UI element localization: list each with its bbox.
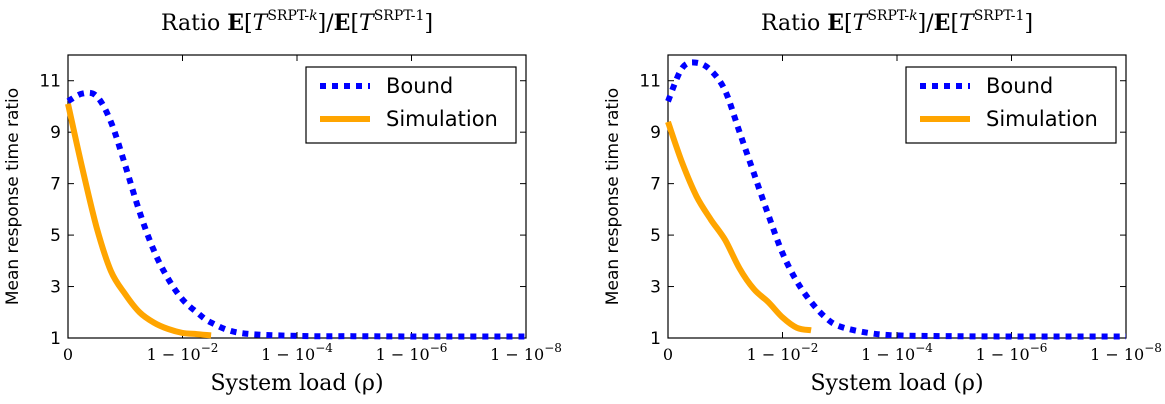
chart-title: Ratio E[TSRPT-k]/E[TSRPT-1] xyxy=(161,8,433,36)
x-tick-label: 1 − 10−6 xyxy=(976,341,1048,364)
x-tick-base: 0 xyxy=(63,345,73,364)
title-sup-num: SRPT- xyxy=(867,8,909,24)
y-axis-label: Mean response time ratio xyxy=(3,88,23,305)
title-prefix: Ratio xyxy=(161,11,227,36)
x-tick-exponent: −6 xyxy=(430,341,448,355)
y-tick-label: 1 xyxy=(50,329,61,349)
y-tick-label: 7 xyxy=(50,175,61,195)
chart-title: Ratio E[TSRPT-k]/E[TSRPT-1] xyxy=(761,8,1033,36)
y-tick-label: 11 xyxy=(639,72,661,92)
x-axis-label: System load (ρ) xyxy=(210,371,383,396)
title-bracket: [ xyxy=(844,11,853,36)
title-sup-num: SRPT- xyxy=(267,8,309,24)
title-bracket: ] xyxy=(318,11,327,36)
x-tick-label: 1 − 10−8 xyxy=(490,341,562,364)
series-line-simulation xyxy=(68,104,211,336)
x-tick-exponent: −4 xyxy=(315,341,333,355)
y-tick-label: 1 xyxy=(650,329,661,349)
y-tick-label: 5 xyxy=(650,226,661,246)
x-tick-label: 1 − 10−2 xyxy=(747,341,819,364)
title-prefix: Ratio xyxy=(761,11,827,36)
title-bracket: ] xyxy=(1024,11,1033,36)
x-tick-exponent: −4 xyxy=(915,341,933,355)
x-tick-label: 1 − 10−4 xyxy=(261,341,333,364)
title-bracket: [ xyxy=(350,11,359,36)
title-expectation: E xyxy=(334,10,351,36)
x-tick-base: 1 − 10 xyxy=(861,345,915,364)
x-tick-exponent: −2 xyxy=(201,341,219,355)
x-tick-base: 1 − 10 xyxy=(976,345,1030,364)
legend-label-simulation: Simulation xyxy=(386,107,498,131)
x-tick-label: 1 − 10−6 xyxy=(376,341,448,364)
title-bracket: [ xyxy=(244,11,253,36)
legend-label-bound: Bound xyxy=(386,74,453,98)
x-tick-base: 1 − 10 xyxy=(747,345,801,364)
y-tick-label: 9 xyxy=(50,123,61,143)
x-tick-exponent: −8 xyxy=(1144,341,1162,355)
y-tick-label: 9 xyxy=(650,123,661,143)
title-expectation: E xyxy=(827,10,844,36)
title-bracket: ] xyxy=(918,11,927,36)
title-sup-den: SRPT-1 xyxy=(374,8,425,24)
y-tick-label: 11 xyxy=(39,72,61,92)
x-tick-base: 1 − 10 xyxy=(147,345,201,364)
y-axis-label: Mean response time ratio xyxy=(603,88,623,305)
x-tick-label: 0 xyxy=(63,345,73,364)
y-tick-label: 3 xyxy=(50,278,61,298)
x-tick-label: 1 − 10−4 xyxy=(861,341,933,364)
y-tick-label: 3 xyxy=(650,278,661,298)
legend-label-simulation: Simulation xyxy=(986,107,1098,131)
x-tick-base: 1 − 10 xyxy=(490,345,544,364)
x-tick-label: 1 − 10−8 xyxy=(1090,341,1162,364)
title-sup-k: k xyxy=(909,8,917,24)
x-tick-exponent: −8 xyxy=(544,341,562,355)
title-bracket: [ xyxy=(950,11,959,36)
x-tick-label: 1 − 10−2 xyxy=(147,341,219,364)
x-tick-base: 1 − 10 xyxy=(376,345,430,364)
legend: Bound Simulation xyxy=(906,67,1116,143)
series-line-simulation xyxy=(668,122,811,330)
title-sup-k: k xyxy=(309,8,317,24)
x-tick-exponent: −2 xyxy=(801,341,819,355)
y-tick-label: 5 xyxy=(50,226,61,246)
x-tick-base: 1 − 10 xyxy=(261,345,315,364)
x-axis-label: System load (ρ) xyxy=(810,371,983,396)
title-sup-den: SRPT-1 xyxy=(974,8,1025,24)
y-tick-label: 7 xyxy=(650,175,661,195)
x-tick-label: 0 xyxy=(663,345,673,364)
title-expectation: E xyxy=(227,10,244,36)
title-bracket: ] xyxy=(424,11,433,36)
title-expectation: E xyxy=(934,10,951,36)
legend-label-bound: Bound xyxy=(986,74,1053,98)
x-tick-exponent: −6 xyxy=(1030,341,1048,355)
x-tick-base: 1 − 10 xyxy=(1090,345,1144,364)
x-tick-base: 0 xyxy=(663,345,673,364)
legend: Bound Simulation xyxy=(306,67,516,143)
